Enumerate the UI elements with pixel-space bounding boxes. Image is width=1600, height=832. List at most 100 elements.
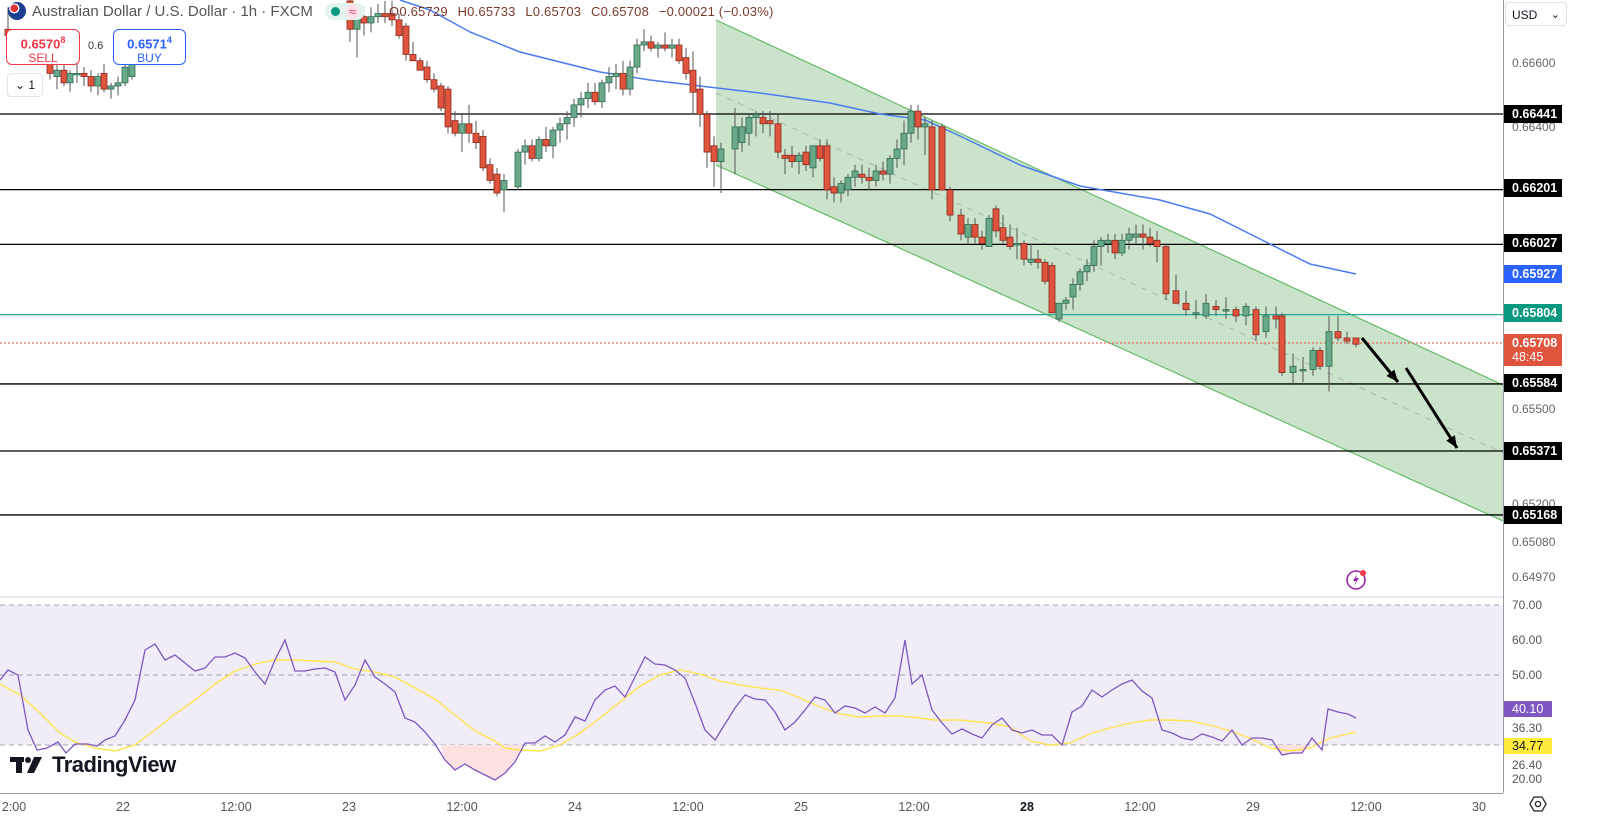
tradingview-logo-text: TradingView [52, 752, 176, 777]
candle-up [605, 76, 613, 84]
candle-up [1125, 233, 1133, 241]
price-level-label: 0.66027 [1504, 234, 1562, 252]
candle-up [1097, 239, 1105, 247]
pane-separator[interactable] [0, 596, 1503, 598]
candle-down [402, 25, 410, 55]
descending-channel-fill [716, 20, 1503, 521]
candle-down [759, 117, 767, 125]
candle-up [872, 170, 880, 181]
price-level-label: 0.65927 [1504, 265, 1562, 283]
flash-alert-button[interactable] [1344, 568, 1366, 590]
price-tick: 0.66600 [1512, 56, 1556, 70]
candle-up [1132, 233, 1140, 238]
candle-down [957, 214, 965, 235]
candle-up [640, 41, 648, 46]
axis-settings-button[interactable] [1528, 794, 1548, 814]
candle-down [1252, 309, 1260, 336]
candle-down [647, 41, 655, 49]
candle-up [73, 72, 81, 76]
candle-up [1076, 271, 1084, 285]
price-axis[interactable] [1503, 0, 1600, 793]
candle-down [946, 189, 954, 216]
aud-usd-flag-icon [8, 2, 26, 20]
candle-up [1069, 283, 1077, 298]
candle-up [1083, 265, 1091, 273]
candle-down [100, 72, 108, 90]
candle-up [521, 145, 529, 153]
candle-up [1104, 239, 1112, 244]
candle-down [1172, 290, 1180, 304]
candle-up [1289, 365, 1297, 373]
candle-down [999, 227, 1007, 241]
buy-button[interactable]: 0.65714 BUY [113, 29, 186, 65]
rsi-oversold-fill [440, 745, 522, 780]
candle-up [598, 82, 606, 103]
sell-button[interactable]: 0.65708 SELL [6, 29, 80, 65]
currency-selector[interactable]: USD ⌄ [1505, 2, 1567, 26]
candle-up [900, 132, 908, 150]
candle-down [444, 88, 452, 128]
candle-up [851, 170, 859, 178]
candle-down [938, 126, 946, 191]
settings-hexagon-icon [1529, 796, 1547, 812]
tradingview-logo[interactable]: TradingView [10, 752, 176, 778]
market-open-dot-icon [330, 6, 340, 16]
candle-down [710, 145, 718, 162]
candle-down [1212, 306, 1220, 310]
sell-price: 0.65708 [20, 35, 66, 52]
candle-down [1343, 337, 1351, 342]
time-axis[interactable] [0, 793, 1503, 832]
candle-down [1272, 315, 1280, 320]
candle-down [486, 164, 494, 181]
candle-down [60, 69, 68, 84]
time-tick: 12:00 [220, 800, 252, 814]
candle-up [577, 98, 585, 106]
price-level-label: 0.66201 [1504, 179, 1562, 197]
candle-down [661, 44, 669, 49]
moving-average-line [399, 0, 1357, 275]
candle-up [66, 72, 74, 84]
rsi-ma-line [0, 659, 1357, 752]
market-status-pill[interactable]: ≈ [324, 2, 366, 20]
candle-up [626, 66, 634, 90]
candle-down [781, 154, 789, 159]
candle-up [535, 139, 543, 159]
time-tick: 29 [1246, 800, 1260, 814]
candle-down [409, 54, 417, 62]
candle-up [1325, 331, 1333, 367]
symbol-title[interactable]: Australian Dollar / U.S. Dollar · 1h · F… [32, 2, 313, 20]
candle-up [907, 110, 915, 134]
bar-countdown: 48:45 [1512, 350, 1544, 364]
approx-data-icon: ≈ [345, 3, 360, 19]
candle-down [992, 208, 1000, 232]
candle-down [388, 13, 396, 21]
candle-up [633, 44, 641, 68]
candle-down [774, 123, 782, 153]
price-level-label: 0.65584 [1504, 374, 1562, 392]
candle-up [738, 126, 746, 144]
last-price-value: 0.65708 [1512, 336, 1558, 350]
time-tick: 28 [1020, 800, 1034, 814]
rsi-tick: 50.00 [1512, 668, 1543, 682]
candle-down [703, 113, 711, 153]
ohlc-change: −0.00021 (−0.03%) [658, 3, 774, 19]
rsi-ma-value-label: 34.77 [1504, 738, 1552, 754]
candle-up [752, 113, 760, 118]
candle-up [1192, 312, 1200, 315]
price-level-label: 0.65371 [1504, 442, 1562, 460]
price-tick: 0.65080 [1512, 535, 1556, 549]
candle-up [556, 123, 564, 131]
chevron-down-icon: ⌄ [14, 78, 26, 92]
candle-up [809, 145, 817, 169]
quantity-dropdown[interactable]: ⌄ 1 [7, 73, 43, 97]
ohlc-close: C0.65708 [591, 3, 649, 19]
candle-down [865, 176, 873, 181]
candle-down [423, 66, 431, 81]
quantity-value: 1 [28, 78, 36, 92]
candle-down [360, 16, 368, 24]
candle-up [837, 183, 845, 194]
time-tick: 24 [568, 800, 582, 814]
time-tick: 23 [342, 800, 356, 814]
candle-up [1027, 258, 1035, 263]
